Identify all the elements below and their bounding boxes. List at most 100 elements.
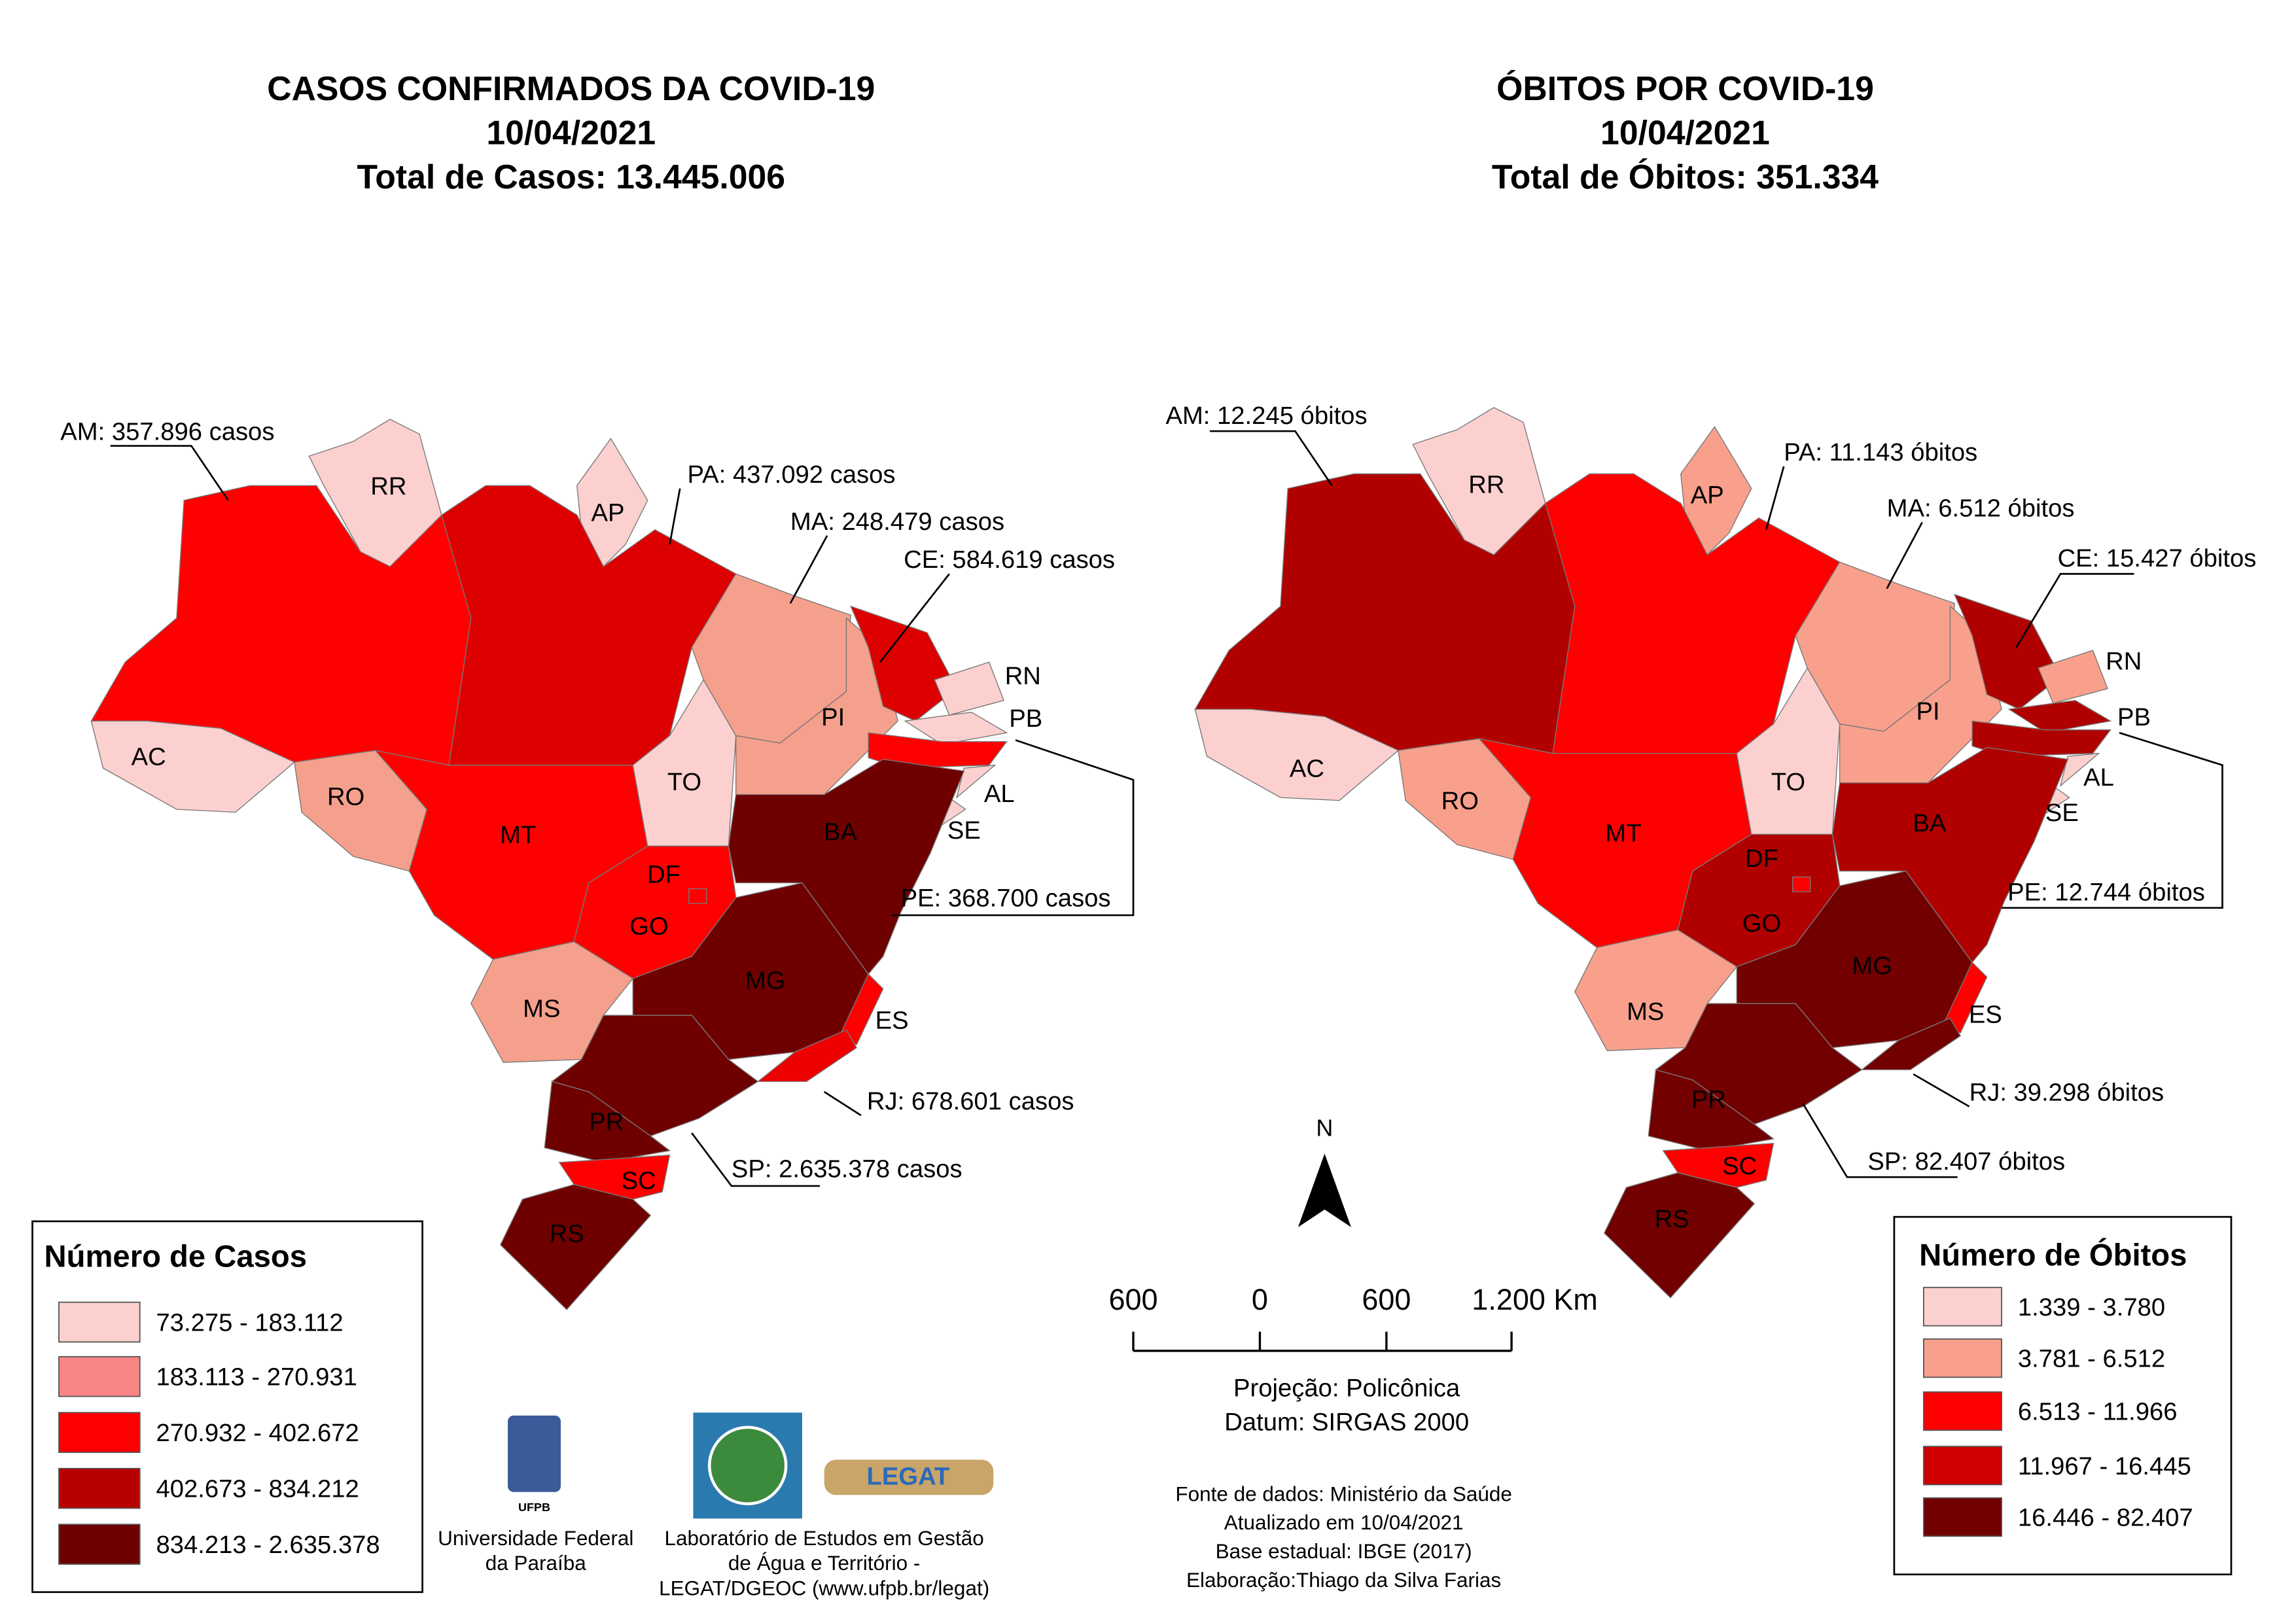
map-title: 10/04/2021 — [486, 113, 656, 151]
state-label: MG — [745, 967, 786, 995]
leader-line — [1802, 1103, 1958, 1178]
state-shape — [1971, 720, 2111, 757]
state-label: RS — [549, 1219, 584, 1248]
callout-label: PE: 12.744 óbitos — [2007, 879, 2205, 907]
legend-swatch — [58, 1355, 141, 1397]
state-shape — [868, 732, 1008, 769]
state-label: ES — [875, 1006, 909, 1034]
state-label: PB — [1009, 705, 1042, 733]
legend-title: Número de Óbitos — [1919, 1236, 2187, 1272]
state-shape — [934, 661, 1004, 716]
scale-label: 600 — [1108, 1283, 1157, 1316]
legend-swatch — [1922, 1446, 2003, 1486]
legend-title: Número de Casos — [44, 1240, 307, 1274]
state-label: RO — [327, 782, 364, 811]
state-shape — [904, 711, 1008, 745]
leader-line — [1209, 430, 1333, 487]
callout-label: SP: 2.635.378 casos — [732, 1155, 963, 1183]
legat-mark: LEGAT — [867, 1463, 950, 1491]
state-shape — [688, 888, 707, 904]
legend-swatch — [1922, 1338, 2003, 1378]
state-label: MT — [500, 821, 536, 849]
north-label: N — [1316, 1114, 1333, 1141]
state-label: GO — [1742, 909, 1781, 937]
legend-label: 270.932 - 402.672 — [156, 1419, 359, 1447]
legend-label: 402.673 - 834.212 — [156, 1475, 359, 1503]
state-shape — [2059, 752, 2100, 788]
state-label: TO — [1771, 768, 1805, 796]
state-label: SC — [622, 1166, 656, 1195]
state-label: MG — [1852, 952, 1892, 980]
state-label: BA — [824, 818, 857, 846]
state-label: GO — [629, 912, 668, 940]
leader-line — [823, 1091, 862, 1117]
state-label: RN — [2106, 647, 2142, 675]
state-label: BA — [1913, 809, 1946, 837]
legend-label: 1.339 - 3.780 — [2018, 1293, 2165, 1321]
state-label: ES — [1969, 1000, 2002, 1028]
state-label: AC — [1290, 755, 1324, 783]
credit-text: Base estadual: IBGE (2017) — [1216, 1539, 1472, 1563]
leader-line — [892, 739, 1135, 916]
state-label: MS — [523, 994, 560, 1022]
state-shape — [2038, 650, 2108, 704]
leader-line — [1765, 466, 1785, 531]
scale-label: 0 — [1252, 1283, 1268, 1316]
leader-line — [879, 573, 950, 663]
state-label: AC — [132, 743, 166, 771]
state-label: RR — [370, 472, 406, 500]
callout-label: MA: 248.479 casos — [790, 508, 1004, 536]
logo-caption: Universidade Federal — [438, 1526, 633, 1550]
legend-swatch — [58, 1467, 141, 1509]
callout-label: PE: 368.700 casos — [901, 884, 1111, 913]
state-map — [90, 419, 1008, 1310]
leader-line — [2002, 731, 2223, 909]
state-label: PR — [589, 1108, 624, 1136]
legend-label: 183.113 - 270.931 — [156, 1363, 357, 1391]
logo-caption: de Água e Território - — [728, 1551, 920, 1575]
state-label: SE — [2045, 799, 2079, 827]
scale-label: 600 — [1362, 1283, 1411, 1316]
legend-label: 16.446 - 82.407 — [2018, 1504, 2193, 1532]
ufpb-logo — [508, 1415, 561, 1492]
state-shape — [1792, 876, 1811, 892]
state-label: SC — [1722, 1152, 1757, 1180]
legend-label: 834.213 - 2.635.378 — [156, 1531, 380, 1559]
leader-line — [110, 445, 229, 501]
state-map — [1194, 407, 2112, 1299]
leader-line — [789, 535, 828, 604]
legend-swatch — [58, 1412, 141, 1453]
leader-line — [1886, 521, 1923, 589]
callout-label: RJ: 39.298 óbitos — [1969, 1078, 2164, 1106]
state-label: SE — [947, 816, 981, 845]
state-shape — [1831, 746, 2069, 964]
projection-text: Projeção: Policônica — [1233, 1374, 1460, 1403]
state-label: RO — [1441, 787, 1479, 815]
scale-label: 1.200 Km — [1472, 1283, 1597, 1316]
legat-logo — [824, 1459, 994, 1495]
state-shape — [1648, 1069, 1775, 1151]
legend-label: 11.967 - 16.445 — [2018, 1452, 2191, 1480]
state-label: PI — [821, 703, 845, 731]
legend-swatch — [1922, 1497, 2003, 1537]
callout-label: PA: 11.143 óbitos — [1784, 438, 1977, 466]
state-label: RN — [1005, 662, 1041, 690]
state-shape — [838, 973, 884, 1045]
callout-label: MA: 6.512 óbitos — [1887, 495, 2075, 523]
leader-line — [669, 488, 681, 545]
legend-swatch — [58, 1301, 141, 1343]
ufpb-mark: UFPB — [518, 1501, 550, 1514]
state-label: AP — [1691, 481, 1724, 509]
map-title: 10/04/2021 — [1600, 113, 1770, 151]
state-label: TO — [667, 768, 701, 796]
dgeoc-globe — [707, 1425, 788, 1506]
legend-swatch — [1922, 1287, 2003, 1327]
leader-line — [2015, 572, 2134, 648]
state-label: AL — [2083, 763, 2114, 792]
state-label: PI — [1916, 697, 1940, 725]
credit-text: Atualizado em 10/04/2021 — [1224, 1510, 1464, 1534]
credit-text: Elaboração:Thiago da Silva Farias — [1186, 1568, 1501, 1592]
legend-label: 6.513 - 11.966 — [2018, 1398, 2178, 1426]
state-shape — [544, 1081, 671, 1163]
